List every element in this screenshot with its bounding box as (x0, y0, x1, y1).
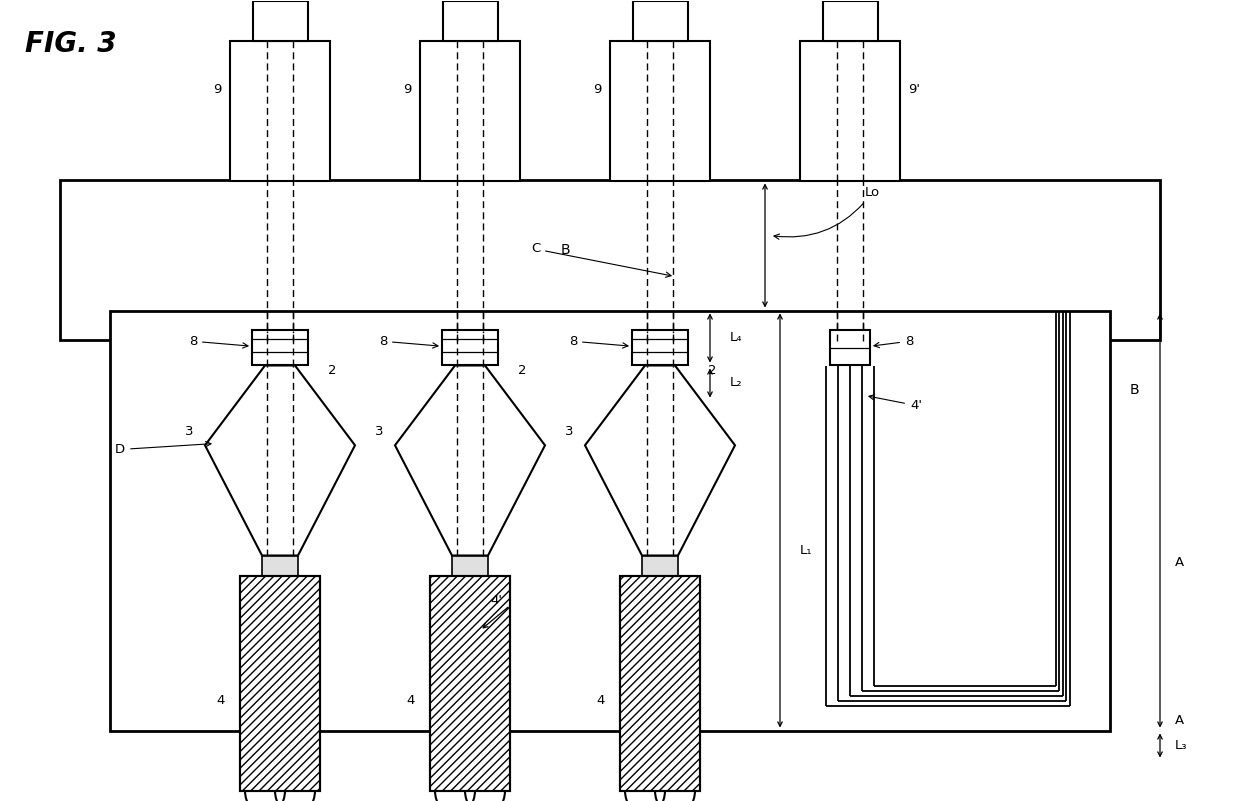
Text: L₃: L₃ (1176, 739, 1188, 752)
Text: C: C (531, 243, 671, 277)
Text: B: B (560, 244, 570, 257)
Bar (620, 575, 701, 791)
Text: 4': 4' (490, 594, 502, 607)
Bar (229, 41, 330, 180)
Text: 9: 9 (213, 83, 222, 96)
Bar (443, 1, 497, 41)
Bar (420, 41, 520, 180)
Text: 2: 2 (329, 364, 336, 377)
Text: 8: 8 (874, 335, 914, 348)
Bar (110, 311, 1110, 731)
Text: L₄: L₄ (730, 332, 743, 344)
Bar (822, 1, 878, 41)
Text: 3: 3 (185, 425, 193, 438)
Text: Lo: Lo (774, 186, 880, 239)
Bar (453, 556, 489, 575)
Polygon shape (396, 365, 546, 556)
Text: 8: 8 (188, 335, 248, 348)
Polygon shape (205, 365, 355, 556)
Bar (430, 575, 510, 791)
Text: 3: 3 (564, 425, 573, 438)
Bar (800, 41, 900, 180)
Text: L₁: L₁ (800, 544, 812, 557)
Text: A: A (1176, 714, 1184, 727)
Text: L₂: L₂ (730, 376, 743, 389)
Bar (441, 331, 498, 365)
Text: 4: 4 (217, 694, 224, 707)
Text: 4: 4 (407, 694, 415, 707)
Bar (632, 331, 688, 365)
Bar (632, 1, 687, 41)
Text: FIG. 3: FIG. 3 (25, 30, 117, 58)
Bar (642, 556, 678, 575)
Polygon shape (585, 365, 735, 556)
Text: 9: 9 (594, 83, 601, 96)
Bar (241, 575, 320, 791)
Bar (610, 41, 711, 180)
Text: 2: 2 (708, 364, 717, 377)
Text: A: A (1176, 556, 1184, 569)
Bar (830, 331, 870, 365)
Bar (262, 556, 298, 575)
Bar (620, 575, 701, 791)
Bar (241, 575, 320, 791)
Text: D: D (115, 441, 211, 456)
Bar (60, 180, 1159, 340)
Bar (430, 575, 510, 791)
Text: 9': 9' (908, 83, 920, 96)
Text: 4': 4' (869, 395, 923, 412)
Bar (252, 331, 308, 365)
Text: B: B (1130, 384, 1140, 397)
Text: 9: 9 (404, 83, 412, 96)
Text: 2: 2 (518, 364, 527, 377)
Bar (253, 1, 308, 41)
Text: 8: 8 (378, 335, 438, 348)
Text: 8: 8 (569, 335, 627, 348)
Text: 4: 4 (596, 694, 605, 707)
Text: 3: 3 (374, 425, 383, 438)
